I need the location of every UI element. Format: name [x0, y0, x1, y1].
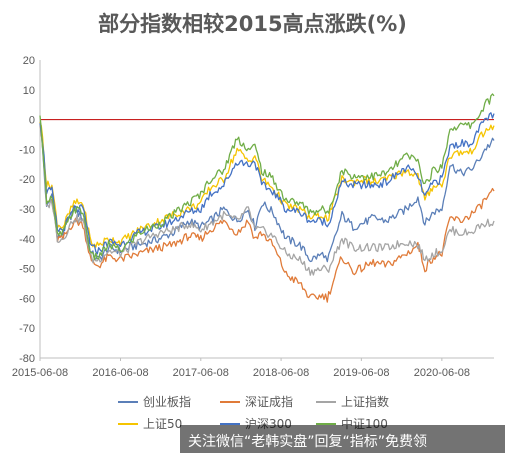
x-axis: 2015-06-08 2016-06-08 2017-06-08 2018-06-08…: [12, 357, 494, 379]
x-tick-label: 2017-06-08: [173, 367, 229, 379]
x-tick-label: 2019-06-08: [333, 367, 389, 379]
y-tick-label: -80: [19, 353, 35, 365]
chart-title: 部分指数相较2015高点涨跌(%): [98, 12, 407, 36]
x-tick-label: 2016-06-08: [92, 367, 148, 379]
y-tick-label: -20: [19, 174, 35, 186]
series-line: [39, 112, 495, 255]
y-tick-label: -30: [19, 204, 35, 216]
series-line: [39, 93, 495, 261]
watermark-banner: [180, 425, 505, 453]
y-tick-label: -40: [19, 234, 35, 246]
y-tick-label: 10: [23, 85, 35, 97]
legend-label: 上证指数: [341, 394, 389, 409]
y-tick-label: 0: [29, 115, 35, 127]
x-tick-label: 2015-06-08: [12, 367, 68, 379]
y-tick-label: -70: [19, 323, 35, 335]
y-tick-label: 20: [23, 55, 35, 67]
y-tick-label: -50: [19, 264, 35, 276]
y-tick-label: -10: [19, 144, 35, 156]
y-axis: 20 10 0 -10 -20 -30 -40 -50 -60 -70 -80: [19, 55, 494, 365]
x-tick-label: 2020-06-08: [414, 367, 470, 379]
series-line: [39, 121, 495, 248]
x-tick-label: 2018-06-08: [253, 367, 309, 379]
y-tick-label: -60: [19, 293, 35, 305]
legend-label: 上证50: [143, 417, 182, 431]
legend-label: 创业板指: [143, 394, 191, 409]
series-line: [39, 123, 495, 303]
watermark-text: 关注微信“老韩实盘”回复“指标”免费领: [188, 434, 428, 450]
series-line: [39, 121, 495, 276]
series-lines: [39, 93, 495, 303]
legend-label: 深证成指: [245, 394, 293, 409]
